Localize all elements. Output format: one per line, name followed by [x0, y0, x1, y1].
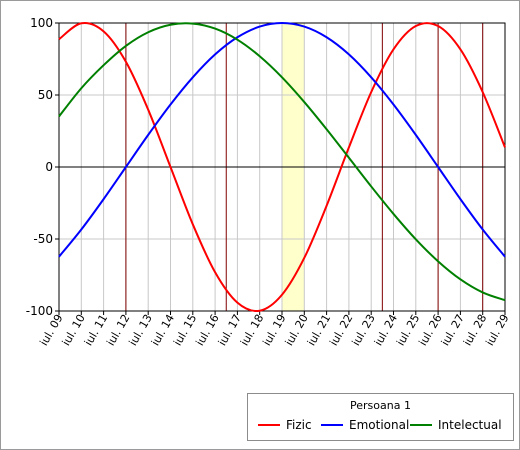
- axes: [55, 22, 506, 315]
- legend-label-intelectual: Intelectual: [438, 418, 502, 432]
- y-tick-label: -50: [33, 232, 53, 246]
- y-tick-label: 100: [30, 16, 53, 30]
- legend-title: Persoana 1: [350, 399, 411, 412]
- legend-item-intelectual: Intelectual: [410, 417, 502, 433]
- x-tick-label: iul. 29: [483, 312, 511, 348]
- legend-swatch-fizic: [258, 424, 280, 426]
- series-line-fizic: [58, 21, 506, 313]
- legend-swatch-intelectual: [410, 424, 432, 426]
- legend-label-fizic: Fizic: [286, 418, 312, 432]
- legend-label-emotional: Emotional: [349, 418, 410, 432]
- series-line-emotional: [58, 21, 506, 258]
- legend-item-emotional: Emotional: [321, 417, 409, 433]
- y-tick-labels: 100 50 0 -50 -100: [26, 16, 53, 318]
- y-tick-label: 0: [45, 160, 53, 174]
- series-lines: [58, 21, 506, 313]
- y-tick-label: 50: [38, 88, 53, 102]
- legend-swatch-emotional: [321, 424, 343, 426]
- series-line-intelectual: [58, 22, 506, 302]
- y-tick-label: -100: [26, 304, 53, 318]
- legend: Persoana 1 Fizic Emotional Intelectual: [247, 393, 514, 441]
- legend-item-fizic: Fizic: [258, 417, 312, 433]
